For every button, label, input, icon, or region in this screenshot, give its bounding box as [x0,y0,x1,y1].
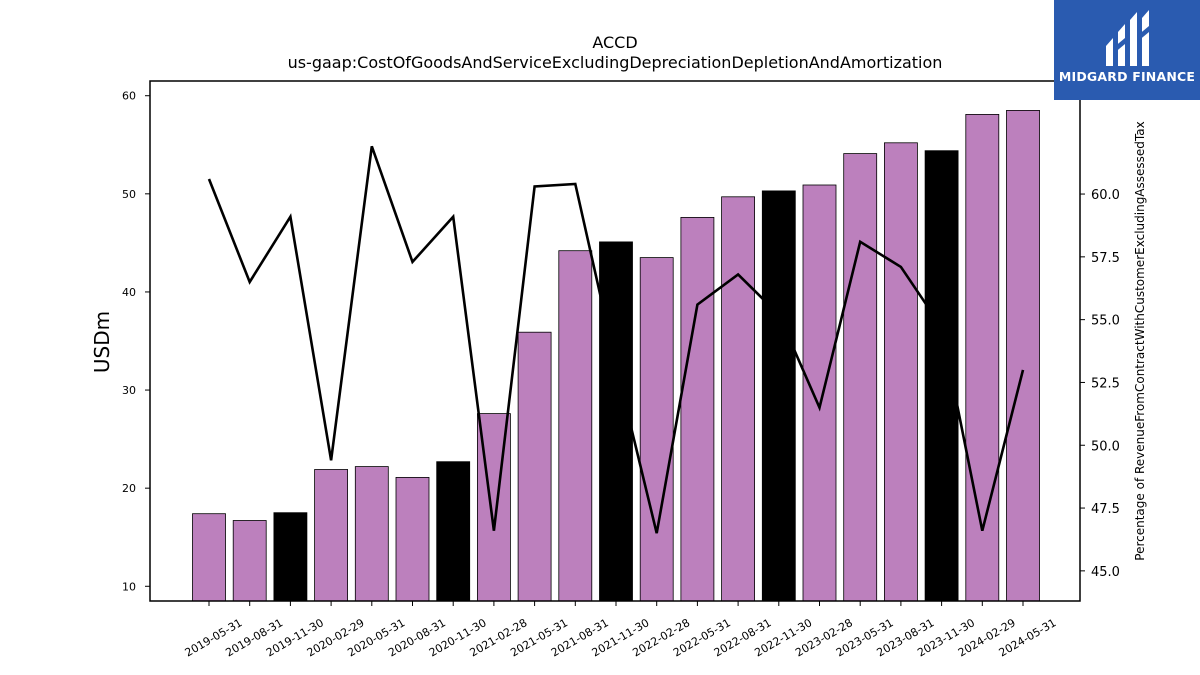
bar-2022-11-30 [761,190,796,602]
bar-2022-05-31 [680,216,715,602]
bar-2023-11-30 [924,150,959,602]
y-tick-label: 60 [122,90,136,103]
bar-2020-05-31 [354,466,389,602]
y2-tick-label: 57.5 [1091,251,1120,266]
bar-2024-02-29 [965,114,1000,602]
right-axis: 45.0 47.5 50.0 52.5 55.0 57.5 60.0 [1080,188,1120,580]
y-tick-label: 50 [122,188,136,201]
brand-name: MIDGARD FINANCE [1058,69,1196,84]
bar-series [192,110,1040,602]
percentage-line [207,145,1025,534]
chart-subtitle: us-gaap:CostOfGoodsAndServiceExcludingDe… [288,53,943,72]
bar-2023-08-31 [884,142,918,602]
bar-2021-05-31 [517,331,552,602]
bar-2021-08-31 [558,250,593,602]
bar-2020-11-30 [436,461,471,602]
bar-2023-02-28 [802,184,837,602]
bar-2020-02-29 [314,469,349,602]
bar-2020-08-31 [395,476,430,602]
bar-2019-11-30 [273,512,308,602]
y2-tick-label: 45.0 [1091,565,1120,580]
y2-tick-label: 50.0 [1091,439,1120,454]
y2-tick-label: 52.5 [1091,376,1120,391]
bar-2021-11-30 [599,241,633,602]
midgard-logo-icon [1106,10,1149,66]
y-tick-label: 30 [122,384,136,397]
bar-2022-02-28 [639,257,674,602]
bar-2019-05-31 [192,513,226,602]
y-axis-label: USDm [90,311,114,373]
bar-2023-05-31 [843,153,878,602]
bar-2022-08-31 [721,196,755,602]
y2-tick-label: 47.5 [1091,502,1120,517]
y2-tick-label: 55.0 [1091,314,1120,329]
y-tick-label: 40 [122,286,136,299]
line-series [207,145,1025,534]
brand-logo: MIDGARD FINANCE [1054,0,1200,100]
left-axis: 10 20 30 40 50 60 [122,90,150,593]
plot-frame [149,80,1081,602]
y-tick-label: 10 [122,580,136,593]
y-tick-label: 20 [122,482,136,495]
y2-axis-label: Percentage of RevenueFromContractWithCus… [1133,121,1147,560]
bar-2024-05-31 [1006,110,1040,602]
x-axis: 2019-05-312019-08-312019-11-302020-02-29… [183,601,1059,659]
y2-tick-label: 60.0 [1091,188,1120,203]
chart-title: ACCD [592,33,637,52]
bar-2019-08-31 [232,520,267,602]
